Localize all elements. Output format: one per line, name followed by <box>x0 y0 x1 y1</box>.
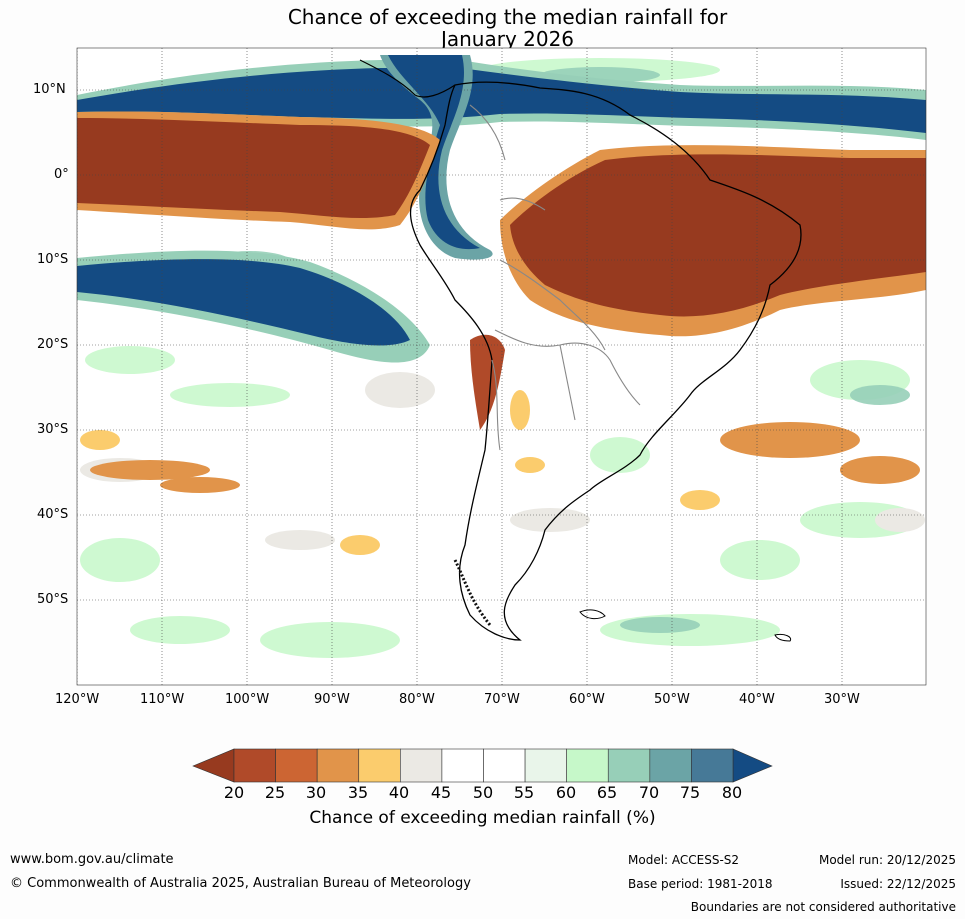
lat-label: 0° <box>54 167 69 182</box>
colorbar-swatch <box>275 748 318 783</box>
colorbar-tick: 80 <box>721 783 743 802</box>
colorbar-tick: 65 <box>596 783 618 802</box>
lat-label: 50°S <box>37 592 69 607</box>
lon-label: 50°W <box>654 692 690 707</box>
colorbar-swatch <box>316 748 360 783</box>
colorbar-swatch <box>649 748 692 783</box>
colorbar-tick: 20 <box>223 783 245 802</box>
lat-label: 30°S <box>37 422 69 437</box>
lon-label: 30°W <box>824 692 860 707</box>
lon-label: 80°W <box>399 692 435 707</box>
footer-model: Model: ACCESS-S2 <box>628 853 740 867</box>
lat-label: 40°S <box>37 507 69 522</box>
lon-label: 40°W <box>739 692 775 707</box>
colorbar <box>192 748 773 783</box>
colorbar-swatch <box>607 748 651 783</box>
colorbar-tick: 60 <box>555 783 577 802</box>
lat-label: 20°S <box>37 337 69 352</box>
colorbar-tick: 30 <box>305 783 327 802</box>
colorbar-swatch <box>524 748 567 783</box>
colorbar-tick: 35 <box>347 783 369 802</box>
lon-label: 110°W <box>140 692 185 707</box>
lon-label: 100°W <box>225 692 270 707</box>
lon-label: 90°W <box>314 692 350 707</box>
colorbar-label: Chance of exceeding median rainfall (%) <box>309 808 656 828</box>
colorbar-tick: 75 <box>679 783 701 802</box>
footer-url[interactable]: www.bom.gov.au/climate <box>10 852 174 867</box>
colorbar-swatch <box>233 748 276 783</box>
colorbar-swatch <box>566 748 609 783</box>
footer-base-period: Base period: 1981-2018 <box>628 877 773 891</box>
south-america-coastline <box>409 81 802 641</box>
colorbar-swatch <box>400 748 443 783</box>
footer-copyright: © Commonwealth of Australia 2025, Austra… <box>10 876 471 891</box>
colorbar-tick: 45 <box>430 783 452 802</box>
footer-issued: Issued: 22/12/2025 <box>840 877 956 891</box>
colorbar-tick: 25 <box>264 783 286 802</box>
lon-label: 70°W <box>484 692 520 707</box>
colorbar-swatch <box>358 748 401 783</box>
colorbar-tick: 40 <box>388 783 410 802</box>
footer-disclaimer: Boundaries are not considered authoritat… <box>690 900 956 914</box>
footer-model-run: Model run: 20/12/2025 <box>818 853 956 867</box>
colorbar-swatch <box>691 748 734 783</box>
map-title-line2: January 2026 <box>440 27 575 51</box>
lat-label: 10°N <box>33 82 66 97</box>
lon-label: 120°W <box>55 692 100 707</box>
colorbar-tick: 55 <box>513 783 535 802</box>
lon-label: 60°W <box>569 692 605 707</box>
map-title-line1: Chance of exceeding the median rainfall … <box>287 5 728 29</box>
map-field <box>77 48 926 685</box>
colorbar-swatch <box>483 748 526 783</box>
colorbar-swatch <box>441 748 484 783</box>
colorbar-tick: 70 <box>638 783 660 802</box>
colorbar-tick: 50 <box>472 783 494 802</box>
lat-label: 10°S <box>37 252 69 267</box>
